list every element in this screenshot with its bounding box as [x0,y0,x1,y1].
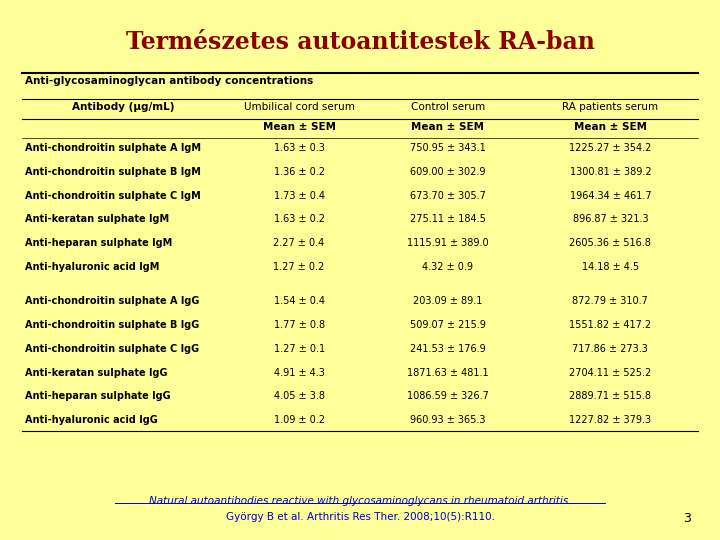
Text: 1225.27 ± 354.2: 1225.27 ± 354.2 [570,143,652,153]
Text: 1871.63 ± 481.1: 1871.63 ± 481.1 [408,368,489,377]
Text: 717.86 ± 273.3: 717.86 ± 273.3 [572,344,648,354]
Text: 275.11 ± 184.5: 275.11 ± 184.5 [410,214,486,225]
Text: Anti-glycosaminoglycan antibody concentrations: Anti-glycosaminoglycan antibody concentr… [25,76,313,86]
Text: Antibody (µg/mL): Antibody (µg/mL) [72,102,174,112]
Text: 2.27 ± 0.4: 2.27 ± 0.4 [274,238,325,248]
Text: 4.05 ± 3.8: 4.05 ± 3.8 [274,392,325,401]
Text: 1115.91 ± 389.0: 1115.91 ± 389.0 [408,238,489,248]
Text: 1086.59 ± 326.7: 1086.59 ± 326.7 [407,392,489,401]
Text: 2704.11 ± 525.2: 2704.11 ± 525.2 [570,368,652,377]
Text: 1551.82 ± 417.2: 1551.82 ± 417.2 [570,320,652,330]
Text: Anti-chondroitin sulphate A IgM: Anti-chondroitin sulphate A IgM [25,143,201,153]
Text: György B et al. Arthritis Res Ther. 2008;10(5):R110.: György B et al. Arthritis Res Ther. 2008… [225,512,495,522]
Text: 241.53 ± 176.9: 241.53 ± 176.9 [410,344,486,354]
Text: 960.93 ± 365.3: 960.93 ± 365.3 [410,415,486,425]
Text: 4.91 ± 4.3: 4.91 ± 4.3 [274,368,325,377]
Text: 1.36 ± 0.2: 1.36 ± 0.2 [274,167,325,177]
Text: Anti-chondroitin sulphate C IgG: Anti-chondroitin sulphate C IgG [25,344,199,354]
Text: RA patients serum: RA patients serum [562,102,659,112]
Text: 1.73 ± 0.4: 1.73 ± 0.4 [274,191,325,201]
Text: Anti-keratan sulphate IgM: Anti-keratan sulphate IgM [25,214,169,225]
Text: Anti-hyaluronic acid IgM: Anti-hyaluronic acid IgM [25,262,160,272]
Text: 203.09 ± 89.1: 203.09 ± 89.1 [413,296,482,306]
Text: 872.79 ± 310.7: 872.79 ± 310.7 [572,296,648,306]
Text: Mean ± SEM: Mean ± SEM [574,122,647,132]
Text: Anti-keratan sulphate IgG: Anti-keratan sulphate IgG [25,368,168,377]
Text: 896.87 ± 321.3: 896.87 ± 321.3 [572,214,648,225]
Text: 509.07 ± 215.9: 509.07 ± 215.9 [410,320,486,330]
Text: 3: 3 [683,512,691,525]
Text: 1.27 ± 0.2: 1.27 ± 0.2 [274,262,325,272]
Text: Natural autoantibodies reactive with glycosaminoglycans in rheumatoid arthritis.: Natural autoantibodies reactive with gly… [149,496,571,506]
Text: 2889.71 ± 515.8: 2889.71 ± 515.8 [570,392,652,401]
Text: Anti-heparan sulphate IgG: Anti-heparan sulphate IgG [25,392,171,401]
Text: Anti-chondroitin sulphate B IgM: Anti-chondroitin sulphate B IgM [25,167,201,177]
Text: Mean ± SEM: Mean ± SEM [263,122,336,132]
Text: 1.77 ± 0.8: 1.77 ± 0.8 [274,320,325,330]
Text: 1.09 ± 0.2: 1.09 ± 0.2 [274,415,325,425]
Text: 1964.34 ± 461.7: 1964.34 ± 461.7 [570,191,651,201]
Text: Anti-chondroitin sulphate A IgG: Anti-chondroitin sulphate A IgG [25,296,199,306]
Text: 1300.81 ± 389.2: 1300.81 ± 389.2 [570,167,651,177]
Text: Anti-chondroitin sulphate C IgM: Anti-chondroitin sulphate C IgM [25,191,201,201]
Text: 609.00 ± 302.9: 609.00 ± 302.9 [410,167,486,177]
Text: Anti-hyaluronic acid IgG: Anti-hyaluronic acid IgG [25,415,158,425]
Text: Control serum: Control serum [411,102,485,112]
Text: 750.95 ± 343.1: 750.95 ± 343.1 [410,143,486,153]
Text: 1.54 ± 0.4: 1.54 ± 0.4 [274,296,325,306]
Text: Anti-heparan sulphate IgM: Anti-heparan sulphate IgM [25,238,173,248]
Text: Umbilical cord serum: Umbilical cord serum [243,102,354,112]
Text: Anti-chondroitin sulphate B IgG: Anti-chondroitin sulphate B IgG [25,320,199,330]
Text: 14.18 ± 4.5: 14.18 ± 4.5 [582,262,639,272]
Text: 1.27 ± 0.1: 1.27 ± 0.1 [274,344,325,354]
Text: 673.70 ± 305.7: 673.70 ± 305.7 [410,191,486,201]
Text: 2605.36 ± 516.8: 2605.36 ± 516.8 [570,238,652,248]
Text: Mean ± SEM: Mean ± SEM [412,122,485,132]
Text: 4.32 ± 0.9: 4.32 ± 0.9 [423,262,474,272]
Text: Természetes autoantitestek RA-ban: Természetes autoantitestek RA-ban [125,30,595,53]
Text: 1.63 ± 0.3: 1.63 ± 0.3 [274,143,325,153]
Text: 1.63 ± 0.2: 1.63 ± 0.2 [274,214,325,225]
Text: 1227.82 ± 379.3: 1227.82 ± 379.3 [570,415,652,425]
